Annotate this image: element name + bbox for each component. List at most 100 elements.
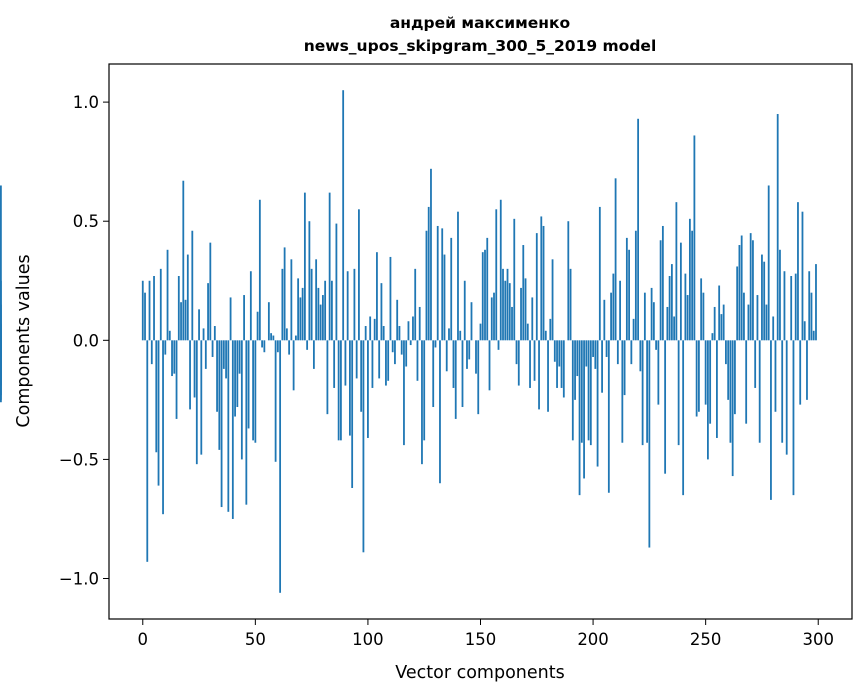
bar-176: [538, 340, 540, 410]
bar-5: [153, 276, 155, 341]
bar-219: [634, 230, 637, 341]
bar-12: [168, 330, 171, 341]
bar-81: [324, 280, 327, 341]
bar-123: [418, 306, 421, 341]
bar-281: [774, 340, 777, 412]
bar-194: [578, 340, 581, 496]
chart-subtitle: news_upos_skipgram_300_5_2019 model: [304, 37, 657, 55]
bar-52: [258, 199, 261, 341]
bar-276: [763, 261, 766, 341]
bar-40: [231, 340, 234, 519]
bar-88: [340, 340, 342, 441]
bar-119: [409, 340, 412, 346]
bar-235: [670, 264, 673, 341]
bar-277: [765, 304, 768, 341]
bar-243: [688, 218, 691, 341]
bar-61: [279, 340, 282, 593]
bar-69: [297, 278, 300, 341]
bar-17: [180, 302, 182, 341]
bar-299: [815, 264, 817, 341]
bar-112: [394, 340, 396, 365]
bar-244: [691, 230, 694, 341]
bar-192: [574, 340, 576, 400]
bar-89: [342, 90, 345, 341]
bar-264: [736, 266, 739, 341]
bar-30: [209, 242, 212, 341]
bar-107: [382, 326, 385, 341]
bar-245: [693, 135, 696, 341]
bar-156: [493, 292, 495, 341]
bar-165: [513, 218, 516, 341]
bar-275: [761, 254, 763, 341]
bar-93: [351, 340, 354, 488]
bar-137: [450, 237, 453, 341]
bar-78: [317, 287, 320, 341]
bar-288: [790, 276, 793, 341]
bar-259: [725, 340, 727, 365]
bar-297: [810, 292, 813, 341]
bar-1: [144, 292, 146, 341]
bar-266: [740, 235, 743, 341]
bar-97: [360, 340, 363, 412]
bar-15: [175, 340, 178, 419]
bar-86: [335, 223, 338, 341]
bar-198: [587, 340, 590, 441]
bar-23: [193, 340, 196, 398]
bar-91: [346, 271, 349, 341]
bar-222: [641, 340, 644, 446]
x-tick-label: 300: [802, 630, 834, 649]
bar-286: [785, 340, 788, 455]
bar-172: [529, 340, 531, 388]
bar-46: [245, 340, 248, 505]
bar-16: [177, 276, 180, 341]
bar-144: [466, 340, 468, 369]
bar-79: [319, 304, 322, 341]
bar-160: [502, 268, 504, 341]
bar-169: [522, 245, 525, 341]
y-axis-label: Components values: [14, 254, 34, 427]
bar-168: [520, 287, 522, 341]
bar-273: [756, 295, 759, 341]
bar-13: [171, 340, 173, 377]
bar-64: [285, 328, 288, 341]
bar-109: [387, 340, 390, 381]
bar-116: [403, 340, 405, 446]
bar-158: [497, 340, 500, 350]
bar-43: [238, 340, 241, 374]
bar-253: [711, 333, 714, 341]
bar-292: [799, 340, 802, 405]
bar-56: [267, 302, 270, 341]
bar-178: [542, 225, 545, 341]
bar-182: [551, 259, 554, 341]
bar-108: [385, 340, 387, 386]
bar-234: [668, 276, 671, 341]
bar-201: [594, 340, 597, 369]
bar-60: [276, 340, 279, 353]
bar-83: [328, 192, 331, 341]
bar-241: [684, 273, 687, 341]
bar-217: [630, 340, 633, 365]
bar-179: [544, 330, 547, 341]
bar-298: [812, 330, 815, 341]
bar-181: [549, 318, 552, 341]
bar-229: [657, 340, 660, 405]
bar-227: [652, 302, 655, 341]
bar-282: [776, 114, 779, 341]
bar-166: [515, 340, 518, 365]
bar-200: [592, 340, 594, 357]
y-tick-label: 1.0: [73, 93, 99, 112]
bar-76: [312, 340, 315, 369]
bar-102: [371, 340, 374, 388]
bar-208: [610, 292, 612, 341]
bar-226: [650, 287, 653, 341]
x-axis-label: Vector components: [395, 663, 564, 683]
bar-45: [243, 295, 245, 341]
bar-189: [567, 221, 570, 341]
bar-65: [288, 340, 291, 355]
bar-249: [702, 292, 705, 341]
bar-27: [202, 328, 205, 341]
bar-254: [713, 306, 716, 341]
bar-283: [779, 249, 781, 341]
bar-4: [150, 340, 153, 365]
